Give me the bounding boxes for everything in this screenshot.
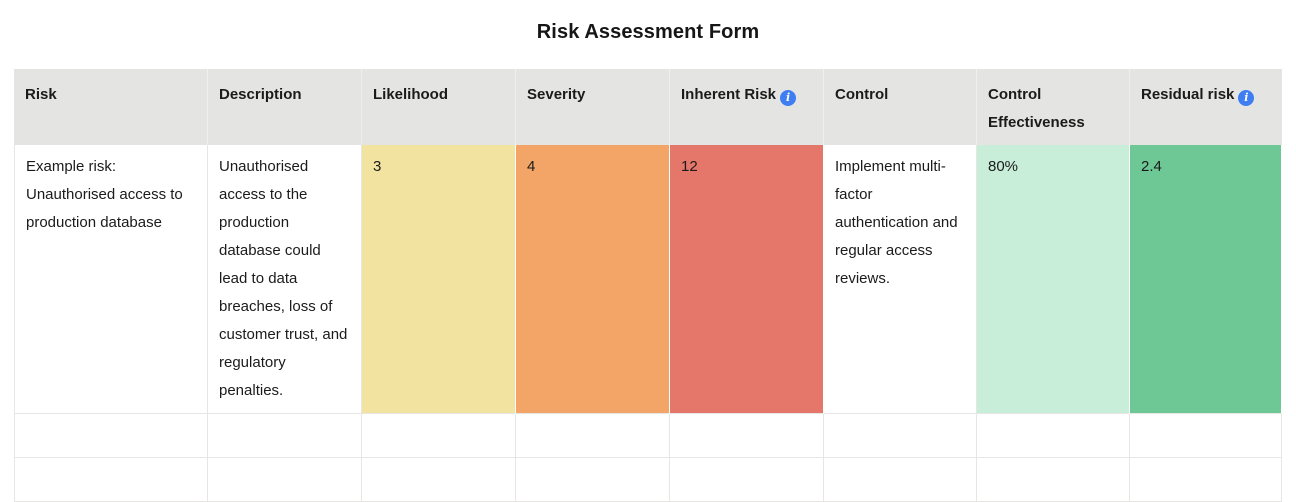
cell-control-effectiveness[interactable]: 80% [977, 145, 1130, 414]
cell-inherent-risk[interactable]: 12 [670, 145, 824, 414]
header-row: Risk Description Likelihood Severity Inh… [14, 69, 1282, 145]
table-row [14, 414, 1282, 458]
col-header-control-label: Control [835, 86, 889, 103]
col-header-control-effectiveness-label: Control Effectiveness [988, 86, 1085, 131]
risk-assessment-table: Risk Description Likelihood Severity Inh… [14, 69, 1282, 502]
inherent-risk-info-icon[interactable]: i [780, 90, 797, 106]
col-header-risk: Risk [14, 69, 208, 145]
col-header-likelihood: Likelihood [362, 69, 516, 145]
col-header-inherent-risk: Inherent Risk i [670, 69, 824, 145]
cell-likelihood[interactable] [362, 458, 516, 502]
col-header-residual-risk-label: Residual risk [1141, 86, 1235, 103]
col-header-control-effectiveness: Control Effectiveness [977, 69, 1130, 145]
cell-risk[interactable]: Example risk: Unauthorised access to pro… [14, 145, 208, 414]
col-header-inherent-risk-label: Inherent Risk [681, 86, 777, 103]
cell-description[interactable] [208, 458, 362, 502]
col-header-severity: Severity [516, 69, 670, 145]
col-header-control: Control [824, 69, 977, 145]
cell-likelihood[interactable] [362, 414, 516, 458]
cell-control[interactable] [824, 414, 977, 458]
cell-inherent-risk[interactable] [670, 458, 824, 502]
residual-risk-info-icon[interactable]: i [1238, 90, 1255, 106]
cell-description[interactable]: Unauthorised access to the production da… [208, 145, 362, 414]
cell-severity[interactable]: 4 [516, 145, 670, 414]
cell-control-effectiveness[interactable] [977, 458, 1130, 502]
cell-control[interactable]: Implement multi-factor authentication an… [824, 145, 977, 414]
table-row [14, 458, 1282, 502]
cell-control[interactable] [824, 458, 977, 502]
col-header-risk-label: Risk [25, 86, 57, 103]
cell-likelihood[interactable]: 3 [362, 145, 516, 414]
col-header-severity-label: Severity [527, 86, 586, 103]
cell-inherent-risk[interactable] [670, 414, 824, 458]
cell-risk[interactable] [14, 458, 208, 502]
cell-control-effectiveness[interactable] [977, 414, 1130, 458]
cell-residual-risk[interactable] [1130, 458, 1282, 502]
col-header-description: Description [208, 69, 362, 145]
cell-description[interactable] [208, 414, 362, 458]
cell-residual-risk[interactable]: 2.4 [1130, 145, 1282, 414]
col-header-residual-risk: Residual risk i [1130, 69, 1282, 145]
col-header-description-label: Description [219, 86, 302, 103]
table-row: Example risk: Unauthorised access to pro… [14, 145, 1282, 414]
cell-residual-risk[interactable] [1130, 414, 1282, 458]
cell-severity[interactable] [516, 414, 670, 458]
page-title: Risk Assessment Form [536, 21, 760, 43]
cell-severity[interactable] [516, 458, 670, 502]
col-header-likelihood-label: Likelihood [373, 86, 448, 103]
cell-risk[interactable] [14, 414, 208, 458]
